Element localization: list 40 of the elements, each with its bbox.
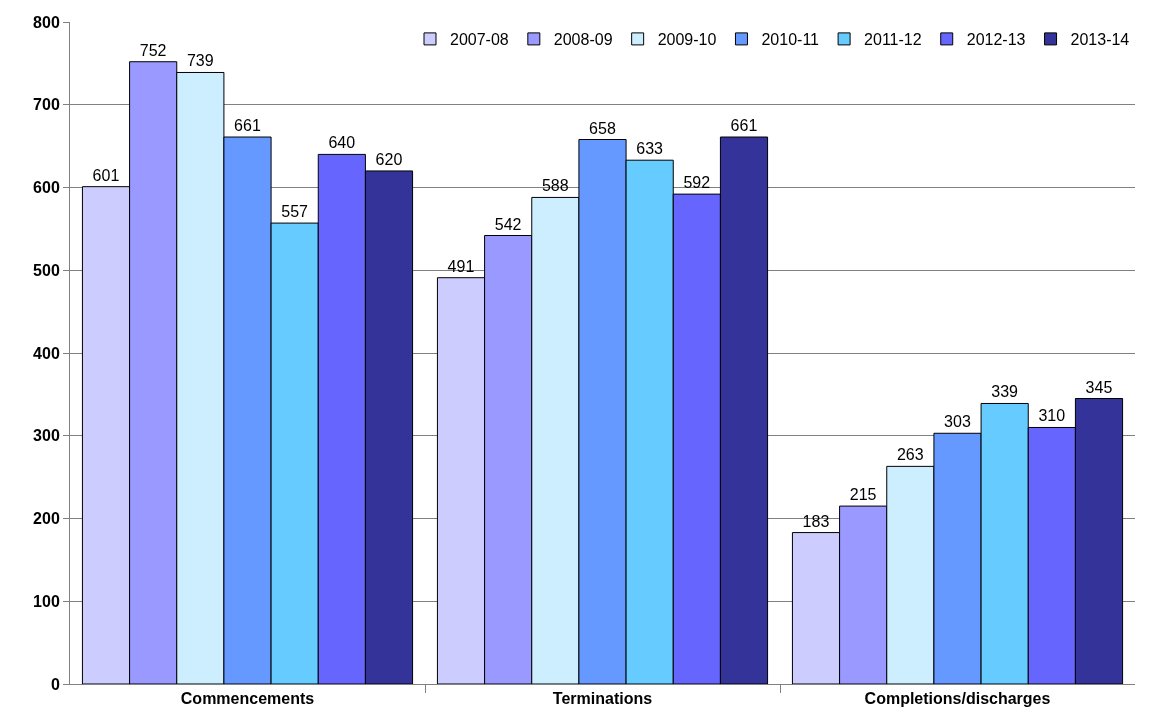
y-tick-label: 400 [33, 344, 60, 362]
y-tick-label: 0 [50, 675, 60, 693]
data-label: 303 [944, 413, 971, 431]
legend-label: 2008-09 [553, 31, 613, 49]
data-label: 592 [683, 174, 711, 192]
data-label: 183 [802, 512, 830, 530]
x-tick-label: Completions/discharges [864, 690, 1051, 708]
y-tick-label: 800 [33, 13, 60, 31]
data-label: 310 [1038, 407, 1066, 425]
x-tick-label: Terminations [552, 690, 653, 708]
legend-label: 2007-08 [450, 31, 509, 49]
data-label: 620 [375, 150, 403, 168]
y-tick-label: 600 [33, 179, 60, 197]
y-tick-label: 300 [33, 427, 60, 445]
y-tick-label: 200 [33, 510, 60, 528]
legend-label: 2013-14 [1070, 31, 1130, 49]
data-label: 263 [896, 446, 924, 464]
data-label: 658 [589, 119, 616, 137]
data-label: 752 [139, 41, 167, 59]
legend-label: 2009-10 [657, 31, 717, 49]
data-label: 345 [1085, 378, 1113, 396]
legend-label: 2010-11 [761, 31, 820, 49]
data-label: 601 [92, 166, 120, 184]
data-label: 542 [494, 215, 522, 233]
data-label: 661 [730, 117, 758, 135]
x-tick-label: Commencements [180, 690, 315, 708]
y-tick-label: 500 [33, 261, 60, 279]
data-label: 661 [234, 117, 261, 135]
y-tick-label: 700 [33, 96, 60, 114]
data-label: 633 [636, 140, 664, 158]
data-label: 640 [328, 134, 356, 152]
data-label: 557 [281, 203, 309, 221]
data-label: 739 [186, 52, 214, 70]
data-label: 588 [541, 177, 569, 195]
legend-label: 2012-13 [966, 31, 1026, 49]
legend-label: 2011-12 [864, 31, 922, 49]
data-label: 215 [849, 486, 877, 504]
data-label: 339 [991, 383, 1019, 401]
data-label: 491 [447, 257, 475, 275]
y-tick-label: 100 [33, 592, 60, 610]
